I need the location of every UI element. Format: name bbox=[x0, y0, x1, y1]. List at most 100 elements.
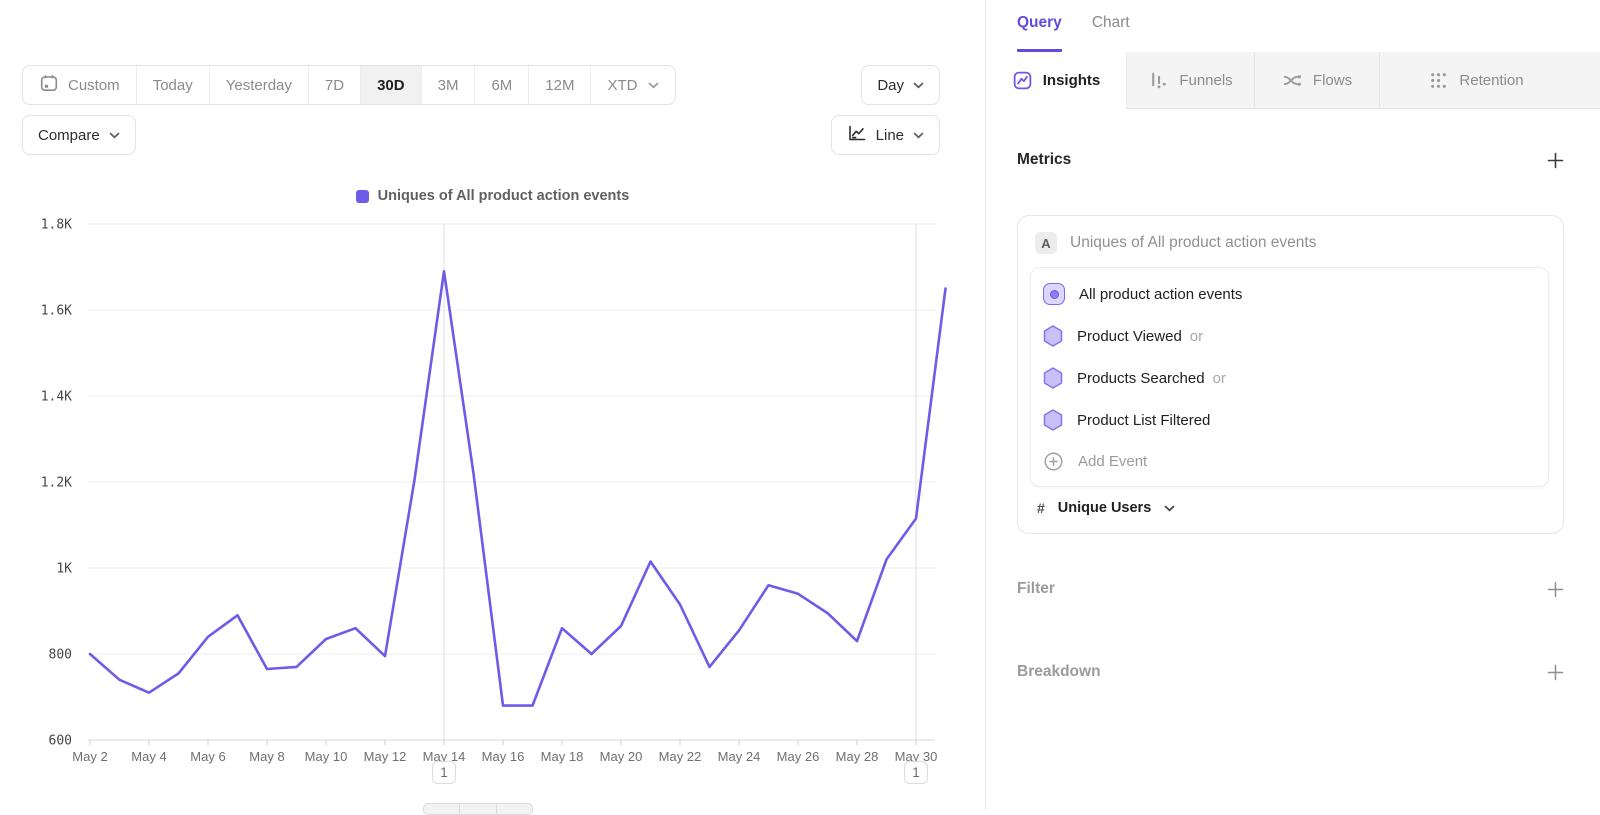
retention-icon bbox=[1428, 70, 1449, 91]
metrics-header: Metrics bbox=[1017, 151, 1564, 169]
chevron-down-icon bbox=[648, 82, 659, 89]
range-label: Custom bbox=[68, 76, 120, 94]
tab-insights[interactable]: Insights bbox=[986, 52, 1127, 109]
tab-chart[interactable]: Chart bbox=[1091, 14, 1130, 31]
tab-retention[interactable]: Retention bbox=[1380, 52, 1572, 108]
annotation-badge[interactable]: 1 bbox=[904, 761, 928, 784]
range-7d[interactable]: 7D bbox=[309, 66, 362, 104]
x-axis-tick-label: May 6 bbox=[190, 749, 225, 764]
query-panel: Query Chart Insights Funnels bbox=[985, 0, 1600, 809]
metric-header[interactable]: A Uniques of All product action events bbox=[1030, 229, 1549, 267]
range-label: XTD bbox=[607, 76, 638, 94]
range-label: 7D bbox=[324, 76, 345, 94]
event-or-suffix: or bbox=[1189, 327, 1204, 345]
time-scroller-partial[interactable] bbox=[423, 803, 533, 815]
range-yesterday[interactable]: Yesterday bbox=[210, 66, 309, 104]
event-name: Product List Filtered bbox=[1077, 411, 1211, 429]
y-axis-tick-label: 1.8K bbox=[41, 218, 72, 233]
metrics-title: Metrics bbox=[1017, 151, 1072, 168]
x-axis-tick-label: May 22 bbox=[659, 749, 702, 764]
chevron-down-icon bbox=[1164, 505, 1175, 512]
report-type-tabs: Insights Funnels bbox=[986, 52, 1600, 109]
add-event-button[interactable]: Add Event bbox=[1043, 441, 1536, 481]
range-label: 6M bbox=[491, 76, 513, 94]
range-12m[interactable]: 12M bbox=[529, 66, 592, 104]
x-axis-tick-label: May 18 bbox=[541, 749, 584, 764]
range-label: 30D bbox=[377, 76, 405, 94]
x-axis-tick-label: May 24 bbox=[718, 749, 761, 764]
tab-divider bbox=[1379, 52, 1380, 108]
range-6m[interactable]: 6M bbox=[475, 66, 530, 104]
event-row-product-viewed[interactable]: Product Viewed or bbox=[1043, 315, 1536, 357]
filter-section: Filter bbox=[1017, 580, 1564, 598]
chevron-down-icon bbox=[913, 82, 924, 89]
y-axis-tick-label: 1.2K bbox=[41, 476, 72, 491]
tab-flows[interactable]: Flows bbox=[1255, 52, 1379, 108]
range-3m[interactable]: 3M bbox=[422, 66, 476, 104]
x-axis-tick-label: May 30 bbox=[895, 749, 938, 764]
annotation-badge[interactable]: 1 bbox=[432, 761, 456, 784]
x-axis-tick-label: May 26 bbox=[777, 749, 820, 764]
chart-pane: Custom Today Yesterday 7D 30D 3M 6M 12M … bbox=[0, 0, 985, 815]
compare-dropdown[interactable]: Compare bbox=[22, 115, 136, 155]
series-line[interactable] bbox=[88, 269, 947, 707]
metric-card: A Uniques of All product action events A… bbox=[1017, 215, 1564, 534]
event-hexagon-icon bbox=[1043, 367, 1063, 389]
metric-title: Uniques of All product action events bbox=[1070, 234, 1317, 251]
event-name: All product action events bbox=[1079, 285, 1243, 303]
line-chart-icon bbox=[847, 123, 867, 147]
add-breakdown-button[interactable] bbox=[1547, 664, 1564, 681]
range-label: Today bbox=[152, 76, 193, 94]
tab-label: Insights bbox=[1042, 72, 1101, 89]
granularity-dropdown[interactable]: Day bbox=[861, 65, 940, 105]
add-filter-button[interactable] bbox=[1547, 581, 1564, 598]
event-name: Product Viewed bbox=[1077, 327, 1182, 345]
circle-plus-icon bbox=[1043, 451, 1064, 472]
x-axis-tick-label: May 4 bbox=[131, 749, 166, 764]
chart-type-dropdown[interactable]: Line bbox=[830, 115, 940, 155]
date-range-control: Custom Today Yesterday 7D 30D 3M 6M 12M … bbox=[22, 65, 677, 105]
granularity-label: Day bbox=[877, 76, 904, 94]
x-axis-tick-label: May 20 bbox=[600, 749, 643, 764]
chart-legend: Uniques of All product action events bbox=[0, 188, 985, 204]
range-label: 12M bbox=[545, 76, 575, 94]
range-today[interactable]: Today bbox=[137, 66, 210, 104]
insights-icon bbox=[1012, 70, 1033, 91]
event-name: Products Searched bbox=[1077, 369, 1205, 387]
calendar-icon bbox=[39, 73, 59, 97]
y-axis-tick-label: 800 bbox=[49, 648, 72, 663]
add-metric-button[interactable] bbox=[1547, 152, 1564, 169]
tab-query[interactable]: Query bbox=[1017, 14, 1062, 52]
events-card: All product action events Product Viewed… bbox=[1030, 267, 1549, 487]
x-axis-tick-label: May 12 bbox=[364, 749, 407, 764]
event-hexagon-icon bbox=[1043, 325, 1063, 347]
event-or-suffix: or bbox=[1212, 369, 1226, 387]
add-event-label: Add Event bbox=[1078, 452, 1148, 470]
x-axis-tick-label: May 14 bbox=[423, 749, 466, 764]
chevron-down-icon bbox=[913, 132, 924, 139]
event-row-products-searched[interactable]: Products Searched or bbox=[1043, 357, 1536, 399]
legend-series-label: Uniques of All product action events bbox=[377, 188, 630, 204]
tab-funnels[interactable]: Funnels bbox=[1127, 52, 1254, 108]
aggregation-dropdown[interactable]: # Unique Users bbox=[1037, 500, 1549, 516]
range-xtd[interactable]: XTD bbox=[591, 66, 675, 104]
range-label: 3M bbox=[437, 76, 459, 94]
filter-title: Filter bbox=[1017, 580, 1055, 597]
funnels-icon bbox=[1148, 70, 1169, 91]
all-events-icon bbox=[1043, 283, 1065, 305]
tab-divider bbox=[1254, 52, 1255, 108]
compare-label: Compare bbox=[38, 126, 100, 144]
y-axis-tick-label: 1.4K bbox=[41, 390, 72, 405]
legend-swatch bbox=[355, 189, 369, 203]
event-row-all-product-action-events[interactable]: All product action events bbox=[1043, 273, 1536, 315]
aggregation-label: Unique Users bbox=[1057, 500, 1152, 516]
range-custom[interactable]: Custom bbox=[23, 66, 137, 104]
panel-tabs: Query Chart bbox=[986, 0, 1600, 52]
range-30d[interactable]: 30D bbox=[361, 66, 422, 104]
tab-label: Funnels bbox=[1179, 71, 1233, 89]
event-row-product-list-filtered[interactable]: Product List Filtered bbox=[1043, 399, 1536, 441]
event-hexagon-icon bbox=[1043, 409, 1063, 431]
chevron-down-icon bbox=[109, 132, 120, 139]
tab-label: Retention bbox=[1459, 71, 1524, 89]
